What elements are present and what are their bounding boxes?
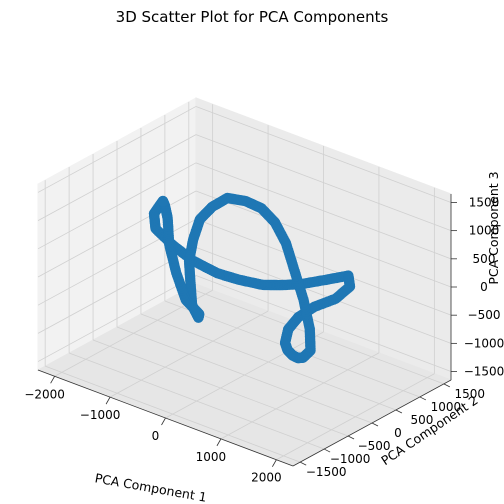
- x-tick-mark: [162, 418, 166, 425]
- z-tick-label: −1000: [464, 336, 504, 350]
- x-tick-label: 1000: [196, 450, 227, 464]
- x-tick-label: 0: [152, 429, 160, 443]
- x-axis-label: PCA Component 1: [94, 470, 208, 504]
- y-tick-label: 0: [394, 426, 402, 440]
- x-tick-mark: [51, 376, 55, 383]
- y-tick-mark: [444, 384, 450, 387]
- x-tick-label: −1000: [80, 408, 121, 422]
- x-tick-mark: [272, 460, 276, 467]
- z-axis-label: PCA Component 3: [486, 171, 501, 284]
- x-tick-mark: [106, 397, 110, 404]
- z-tick-label: −1500: [464, 365, 504, 379]
- y-tick-mark: [396, 410, 402, 413]
- y-tick-label: −1000: [330, 452, 371, 466]
- scatter-point: [158, 196, 168, 206]
- y-tick-mark: [420, 397, 426, 400]
- z-tick-label: −500: [468, 308, 501, 322]
- x-tick-label: −2000: [24, 387, 65, 401]
- y-tick-mark: [372, 423, 378, 426]
- x-tick-mark: [217, 439, 221, 446]
- y-tick-mark: [348, 436, 354, 439]
- y-tick-label: −1500: [306, 465, 347, 479]
- x-tick-label: 2000: [251, 471, 282, 485]
